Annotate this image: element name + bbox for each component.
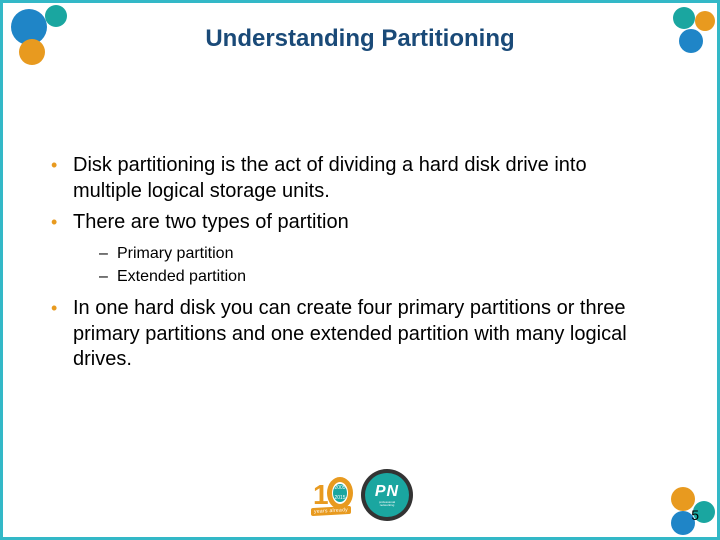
bullet-text: Primary partition [117,242,657,265]
footer-logos: 1 20052015 years already PN professional… [3,467,717,523]
bullet-text: There are two types of partition [73,210,657,236]
bullet-marker: • [51,296,73,373]
page-number: 5 [691,507,699,523]
anniversary-logo: 1 20052015 years already [307,471,355,519]
slide: Understanding Partitioning •Disk partiti… [0,0,720,540]
bullet-marker: – [99,265,117,288]
bullet-marker: • [51,210,73,236]
bullet-level-1: •In one hard disk you can create four pr… [51,296,657,373]
bullet-level-1: •There are two types of partition [51,210,657,236]
bullet-text: Disk partitioning is the act of dividing… [73,153,657,204]
bullet-text: In one hard disk you can create four pri… [73,296,657,373]
bullet-marker: – [99,242,117,265]
bullet-text: Extended partition [117,265,657,288]
bullet-marker: • [51,153,73,204]
slide-title: Understanding Partitioning [3,25,717,53]
bullet-level-2: –Extended partition [99,265,657,288]
bullet-level-2: –Primary partition [99,242,657,265]
bullet-level-1: •Disk partitioning is the act of dividin… [51,153,657,204]
pn-logo: PN professionalnetworking [361,469,413,521]
slide-content: •Disk partitioning is the act of dividin… [51,153,657,379]
